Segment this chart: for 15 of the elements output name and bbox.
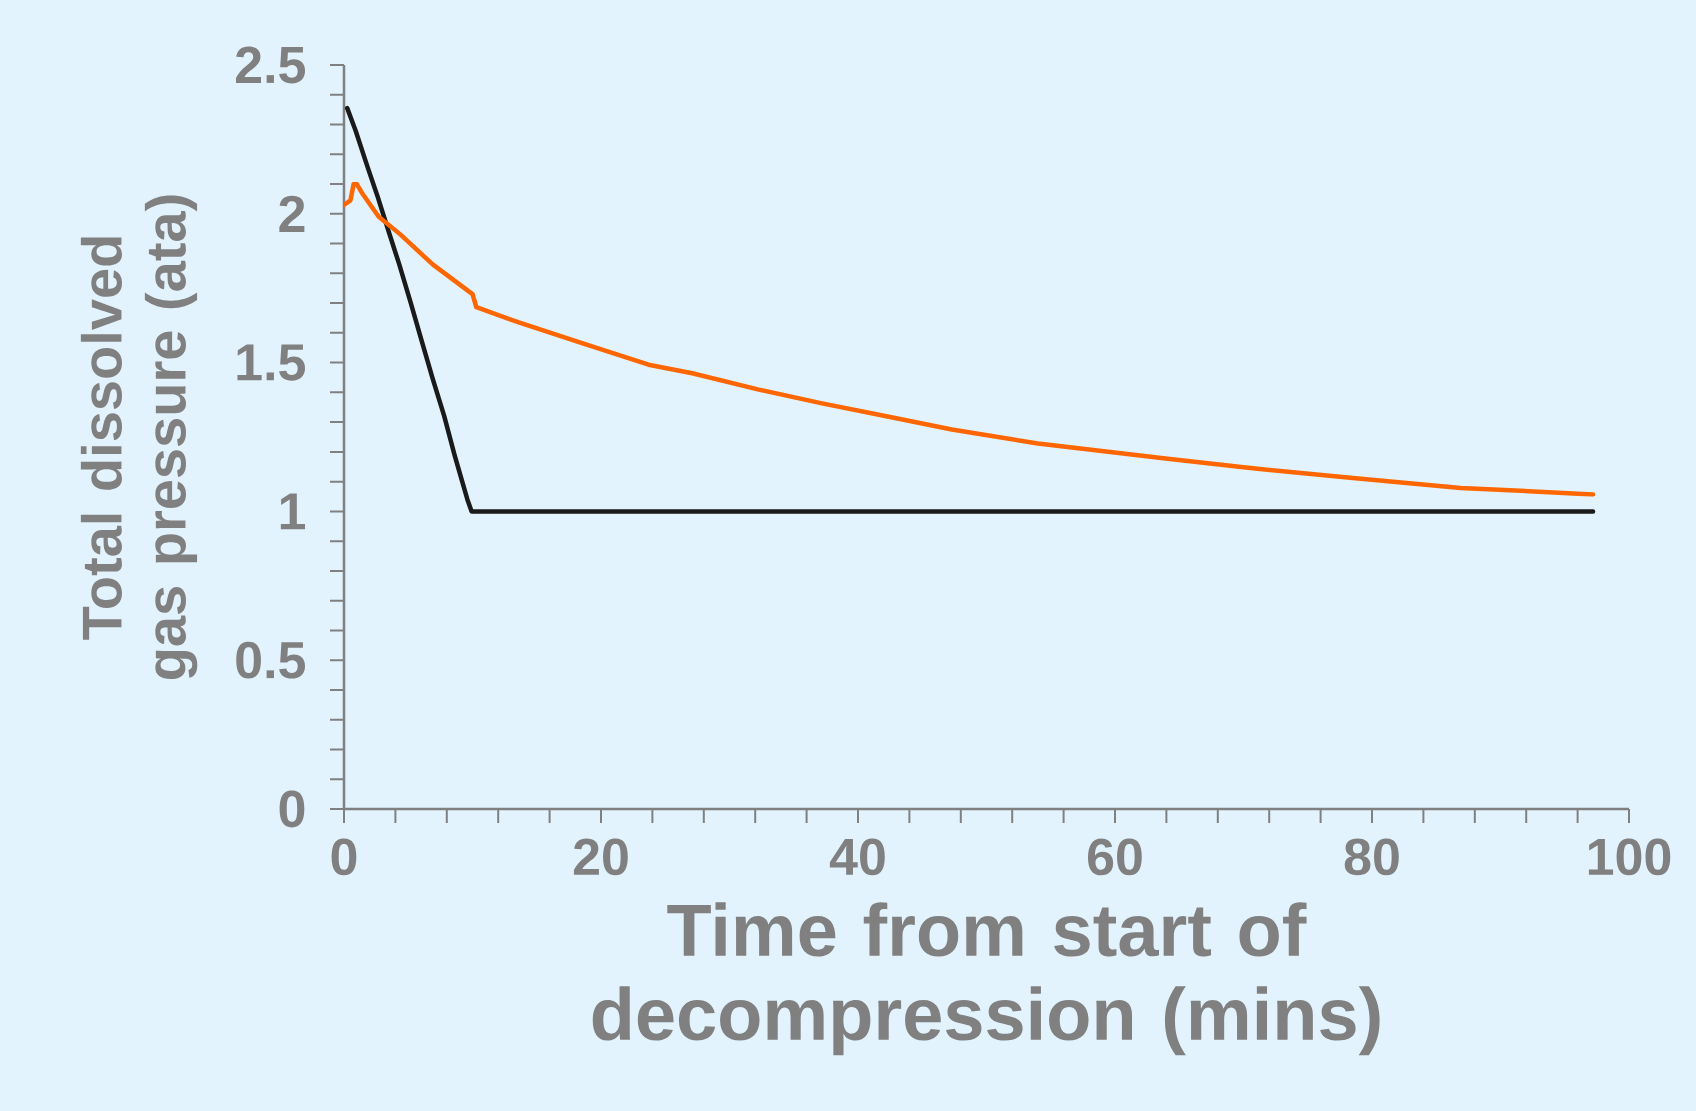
- x-tick-label: 60: [1087, 838, 1142, 876]
- line-series: [344, 181, 1596, 497]
- x-tick-label: 20: [573, 838, 628, 876]
- y-axis-title: Total dissolved gas pressure (ata): [80, 195, 198, 680]
- y-tick-label: 2.5: [235, 46, 306, 84]
- y-tick-label: 0.5: [236, 641, 306, 679]
- x-tick-label: 40: [829, 838, 885, 876]
- x-axis-title: Time from start of decompression (mins): [592, 902, 1380, 1056]
- y-tick-label: 1.5: [237, 344, 306, 381]
- y-tick-label: 2: [279, 195, 305, 232]
- x-tick-label: 100: [1588, 838, 1671, 876]
- x-tick-label: 0: [331, 838, 357, 876]
- y-tick-label: 0: [279, 790, 305, 828]
- y-tick-label: 1: [280, 493, 306, 530]
- x-tick-label: 80: [1344, 838, 1399, 876]
